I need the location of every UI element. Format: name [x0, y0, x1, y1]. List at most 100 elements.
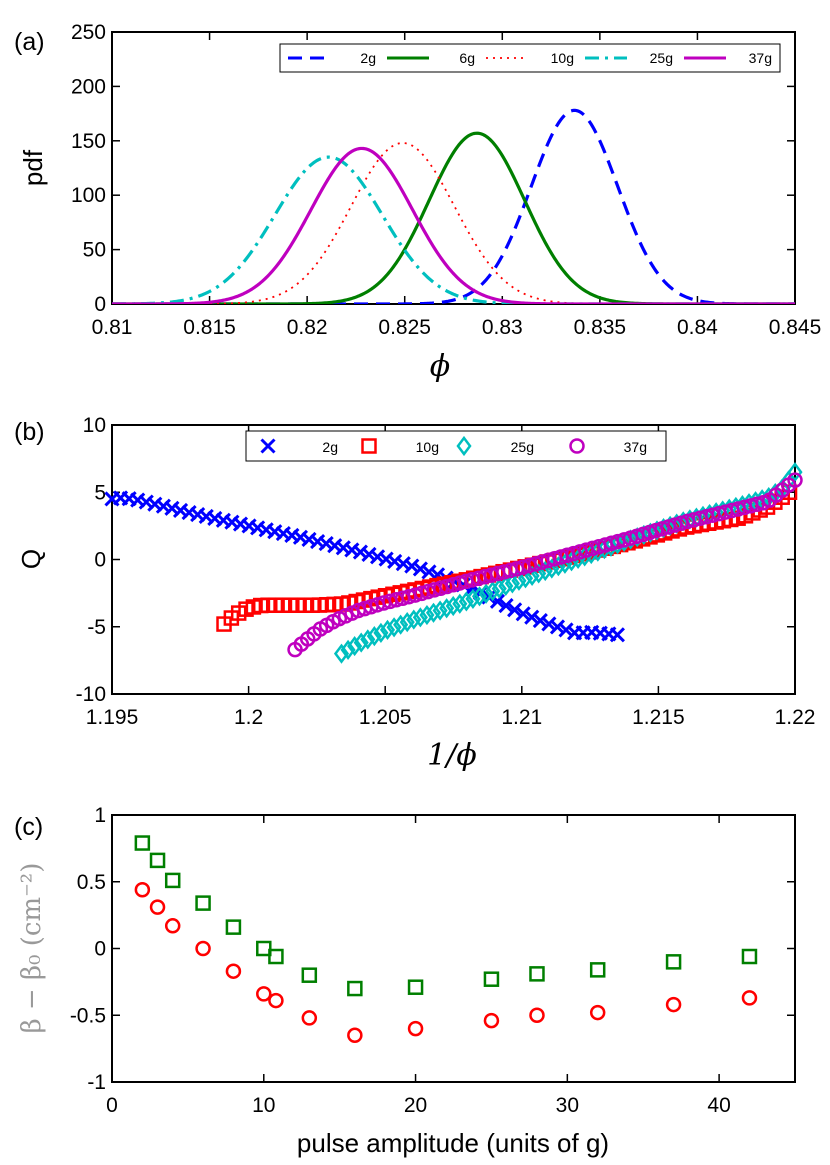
y-tick-label: -5 — [87, 616, 106, 639]
plot-frame — [111, 424, 796, 695]
legend-label-2g: 2g — [322, 439, 338, 455]
x-tick-label: 0.845 — [769, 316, 822, 339]
data-point — [665, 954, 682, 970]
y-tick-label: 0 — [94, 549, 106, 572]
data-point — [665, 996, 682, 1013]
data-point-2g — [541, 616, 557, 632]
series-green-squares — [134, 835, 758, 997]
data-point-25g — [452, 593, 468, 614]
data-point — [225, 963, 242, 979]
legend-marker-25g — [456, 435, 472, 457]
data-point-25g — [596, 539, 612, 560]
y-tick-label: -1 — [87, 1071, 106, 1094]
y-tick-label: 1 — [94, 804, 106, 827]
panel-label: (c) — [14, 813, 43, 841]
data-point — [589, 1004, 606, 1021]
data-point — [256, 940, 272, 957]
data-point-25g — [458, 591, 474, 612]
y-tick-label: 0.5 — [77, 871, 106, 894]
data-point-25g — [333, 643, 350, 664]
data-point-25g — [504, 573, 520, 594]
data-point — [225, 919, 242, 935]
data-point-25g — [485, 581, 501, 602]
x-tick-label: 1.205 — [359, 706, 412, 729]
x-axis-label: 1/ϕ — [427, 738, 477, 773]
data-point-2g — [558, 622, 574, 638]
data-point — [195, 895, 211, 911]
data-point-25g — [465, 588, 481, 610]
data-point-25g — [445, 595, 461, 617]
data-point — [301, 1010, 318, 1026]
data-point-2g — [378, 551, 394, 567]
panel-label: (a) — [14, 28, 45, 56]
series-red-circles — [134, 882, 758, 1044]
data-point-25g — [366, 626, 382, 647]
data-point-25g — [432, 600, 448, 621]
data-point — [149, 899, 166, 915]
axes-2: 1.195 1.2 1.205 1.21 1.215 1.22 -10 -5 0 5 10 (b) 2g… — [14, 414, 815, 773]
axes-1: 0.81 0.815 0.82 0.825 0.83 0.835 0.84 0.845 0 50 1… — [14, 21, 821, 384]
y-tick-label: 250 — [71, 21, 106, 44]
data-point — [149, 852, 166, 869]
legend-label-10g: 10g — [551, 50, 574, 66]
legend-marker-37g — [569, 438, 585, 454]
panel-label: (b) — [14, 418, 45, 446]
x-tick-label: 1.22 — [775, 706, 816, 729]
data-point-25g — [340, 639, 356, 660]
x-tick-label: 0.83 — [482, 316, 523, 339]
data-point-25g — [353, 632, 369, 653]
x-tick-label: 0.84 — [677, 316, 718, 339]
data-point — [134, 882, 151, 898]
data-point-2g — [515, 606, 531, 622]
x-axis-label: pulse amplitude (units of g) — [297, 1128, 609, 1158]
y-axis-label: pdf — [18, 149, 48, 186]
data-point-25g — [393, 614, 409, 635]
data-point-25g — [636, 524, 652, 546]
data-point — [195, 940, 211, 957]
axes-3: 0 10 20 30 40 -1 -0.5 0 0.5 1 (c) β − β₀ (cm⁻²) puls… — [14, 804, 796, 1158]
x-tick-label: 30 — [556, 1094, 579, 1117]
y-tick-label: -10 — [76, 683, 106, 706]
y-tick-label: 10 — [83, 414, 106, 437]
data-point-2g — [352, 544, 368, 560]
y-tick-label: 0 — [94, 293, 106, 316]
data-point-25g — [360, 629, 376, 650]
legend-label-37g: 37g — [624, 439, 647, 455]
data-point-25g — [498, 575, 514, 597]
legend-a: 2g 6g 10g 25g 37g — [279, 43, 781, 73]
data-point-25g — [379, 619, 396, 640]
data-point-25g — [419, 604, 435, 626]
data-point-25g — [478, 583, 494, 604]
series-line-2g — [112, 108, 795, 304]
y-tick-label: 150 — [71, 130, 106, 153]
data-point — [301, 967, 318, 983]
x-tick-label: 20 — [404, 1094, 427, 1117]
data-point-2g — [524, 609, 540, 625]
data-point — [268, 992, 284, 1009]
data-point — [483, 1012, 500, 1029]
series-line-6g — [112, 131, 795, 304]
data-point-2g — [412, 561, 428, 577]
y-tick-label: 0 — [94, 938, 106, 961]
data-point-25g — [425, 602, 442, 623]
data-point-2g — [609, 627, 625, 643]
legend-label-25g: 25g — [650, 50, 673, 66]
x-tick-label: 0.82 — [287, 316, 328, 339]
data-point-25g — [629, 527, 645, 548]
series-line-10g — [112, 142, 795, 304]
y-axis-label: Q — [16, 549, 46, 569]
data-point — [164, 872, 181, 889]
data-point — [407, 979, 424, 995]
legend-b: 2g 10g 25g 37g — [245, 430, 667, 462]
legend-marker-10g — [361, 438, 377, 454]
data-point — [256, 986, 272, 1002]
plot-frame — [111, 814, 796, 1083]
data-point-2g — [361, 546, 377, 562]
y-tick-label: 5 — [94, 481, 106, 504]
x-tick-label: 0.815 — [183, 316, 236, 339]
data-point — [529, 1007, 545, 1023]
series-line-37g — [112, 146, 795, 304]
data-point — [741, 990, 758, 1006]
data-point-25g — [439, 598, 455, 619]
